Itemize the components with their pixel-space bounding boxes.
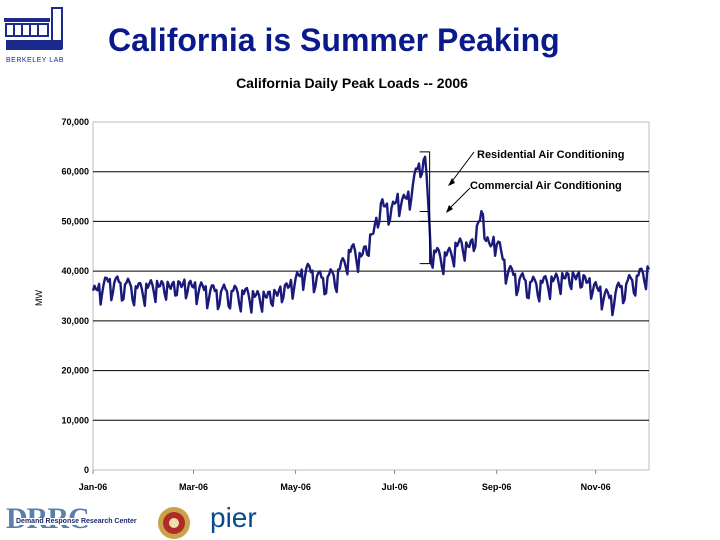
y-tick-label-1: 10,000 (61, 415, 89, 425)
x-tick-label-2: May-06 (280, 482, 311, 492)
pier-logo: pier (210, 502, 257, 533)
x-tick-label-5: Nov-06 (581, 482, 611, 492)
peak-load-chart: California Daily Peak Loads -- 2006 0 10,… (34, 75, 651, 492)
y-tick-label-6: 60,000 (61, 167, 89, 177)
commercial-arrow (447, 187, 471, 211)
berkeley-lab-logo (4, 7, 63, 50)
x-tick-label-4: Sep-06 (482, 482, 512, 492)
y-tick-label-4: 40,000 (61, 266, 89, 276)
drrc-subtitle: Demand Response Research Center (14, 518, 139, 525)
berkeley-lab-text: BERKELEY LAB (5, 57, 64, 64)
y-tick-label-5: 50,000 (61, 216, 89, 226)
residential-arrow (449, 151, 475, 185)
seal-icon (158, 507, 190, 539)
y-axis-label: MW (34, 290, 44, 306)
residential-arrowhead (448, 178, 455, 186)
slide-title: California is Summer Peaking (108, 22, 560, 58)
y-tick-label-2: 20,000 (61, 366, 89, 376)
plot-area-border (92, 121, 650, 471)
commercial-ac-label: Commercial Air Conditioning (470, 180, 622, 192)
chart-title: California Daily Peak Loads -- 2006 (236, 75, 468, 91)
y-tick-label-7: 70,000 (61, 117, 89, 127)
commercial-bracket (419, 210, 431, 265)
y-tick-label-0: 0 (84, 465, 89, 475)
x-tick-label-0: Jan-06 (79, 482, 108, 492)
residential-bracket (419, 151, 431, 222)
y-tick-label-3: 30,000 (61, 316, 89, 326)
x-tick-label-3: Jul-06 (382, 482, 408, 492)
series-line-0 (91, 155, 651, 317)
commercial-arrowhead (446, 205, 453, 213)
residential-ac-label: Residential Air Conditioning (477, 149, 624, 161)
x-tick-label-1: Mar-06 (179, 482, 208, 492)
